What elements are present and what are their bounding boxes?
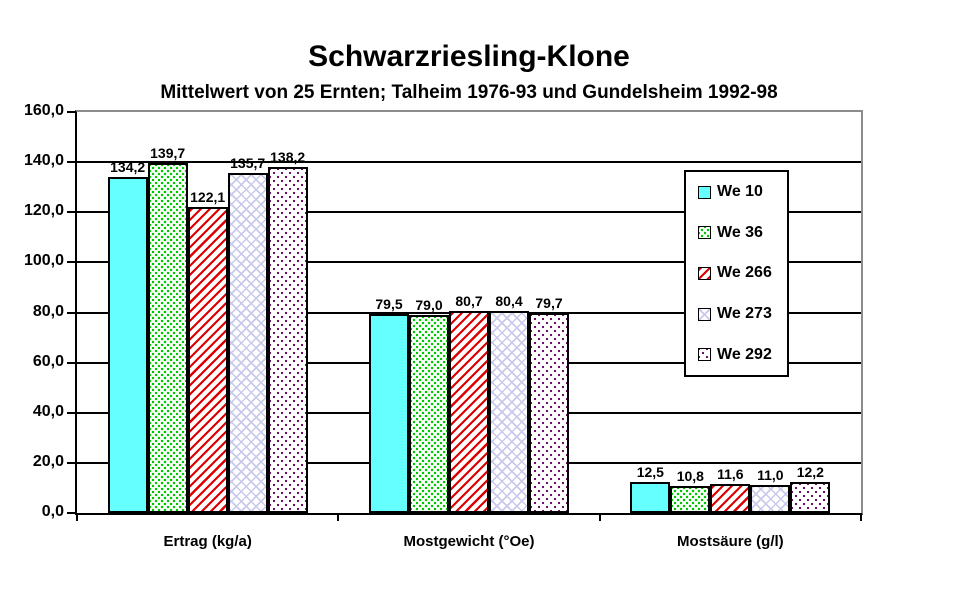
x-axis-tick xyxy=(860,513,862,521)
bar-we292 xyxy=(790,482,831,513)
y-axis-label: 20,0 xyxy=(32,452,64,470)
bar-value-label: 12,5 xyxy=(636,464,664,480)
bar-we292 xyxy=(267,167,308,513)
y-axis-tick xyxy=(67,411,75,414)
bar-we10 xyxy=(369,314,409,513)
x-axis-tick xyxy=(598,513,601,521)
bar-value-label: 12,2 xyxy=(796,464,824,480)
bar-value-label: 79,5 xyxy=(375,296,403,312)
bar-we273 xyxy=(227,173,268,513)
x-category-label: Mostsäure (g/l) xyxy=(676,533,784,550)
bar-we36 xyxy=(409,315,449,513)
bar-we266 xyxy=(449,311,489,513)
bar-value-label: 80,7 xyxy=(455,293,483,309)
bar-value-label: 10,8 xyxy=(676,468,704,484)
gridline xyxy=(77,261,861,264)
y-axis-label: 140,0 xyxy=(23,152,64,170)
legend-item-label: We 273 xyxy=(717,305,772,323)
chart-subtitle: Mittelwert von 25 Ernten; Talheim 1976-9… xyxy=(160,82,778,103)
x-category-label: Mostgewicht (°Oe) xyxy=(403,533,535,550)
y-axis-label: 40,0 xyxy=(32,402,64,420)
legend-item-label: We 292 xyxy=(717,345,772,363)
bar-value-label: 80,4 xyxy=(495,293,523,309)
bar-we292 xyxy=(529,313,569,513)
y-axis-tick xyxy=(67,311,75,314)
y-axis-label: 60,0 xyxy=(32,352,64,370)
y-axis-tick xyxy=(67,461,75,464)
y-axis-tick xyxy=(67,211,75,214)
gridline xyxy=(77,211,861,214)
bar-we273 xyxy=(489,311,529,513)
bar-value-label: 139,7 xyxy=(150,145,186,161)
legend-key-swatch xyxy=(698,307,711,321)
y-axis-label: 100,0 xyxy=(23,252,64,270)
bar-we10 xyxy=(107,177,148,513)
legend-item: We 292 xyxy=(698,346,787,364)
chart-title: Schwarzriesling-Klone xyxy=(308,40,630,73)
y-axis-label: 80,0 xyxy=(32,302,64,320)
legend-key-swatch xyxy=(698,226,711,240)
legend-item: We 10 xyxy=(698,183,787,201)
legend-item: We 36 xyxy=(698,224,787,242)
bar-we266 xyxy=(710,484,751,513)
x-axis-tick xyxy=(337,513,340,521)
legend-key-swatch xyxy=(698,185,711,199)
y-axis-tick xyxy=(67,512,75,514)
bar-value-label: 11,0 xyxy=(757,467,784,483)
bar-value-label: 134,2 xyxy=(110,159,146,175)
y-axis-label: 120,0 xyxy=(23,202,64,220)
bar-we36 xyxy=(670,486,711,513)
bar-value-label: 11,6 xyxy=(717,466,744,482)
legend-item-label: We 10 xyxy=(717,183,763,201)
bar-value-label: 135,7 xyxy=(230,155,266,171)
bar-we36 xyxy=(147,163,188,513)
legend-key-swatch xyxy=(698,348,711,362)
legend-item: We 273 xyxy=(698,305,787,323)
bar-we273 xyxy=(750,485,791,513)
gridline xyxy=(77,161,861,164)
legend-item: We 266 xyxy=(698,264,787,282)
bar-value-label: 138,2 xyxy=(270,149,306,165)
y-axis-tick xyxy=(67,361,75,364)
y-axis-tick xyxy=(67,161,75,164)
bar-we10 xyxy=(630,482,671,513)
y-axis-tick xyxy=(67,111,75,113)
bar-value-label: 79,7 xyxy=(535,295,563,311)
legend: We 10 We 36 We 266 We 273 We 292 xyxy=(684,170,789,377)
legend-item-label: We 266 xyxy=(717,264,772,282)
bar-value-label: 122,1 xyxy=(190,189,226,205)
x-category-label: Ertrag (kg/a) xyxy=(163,533,252,550)
legend-item-label: We 36 xyxy=(717,223,763,241)
y-axis-label: 0,0 xyxy=(41,503,64,520)
bar-we266 xyxy=(187,207,228,513)
y-axis-tick xyxy=(67,261,75,264)
bar-value-label: 79,0 xyxy=(415,297,443,313)
legend-key-swatch xyxy=(698,266,711,280)
y-axis-label: 160,0 xyxy=(23,102,64,119)
x-axis-tick xyxy=(76,513,78,521)
